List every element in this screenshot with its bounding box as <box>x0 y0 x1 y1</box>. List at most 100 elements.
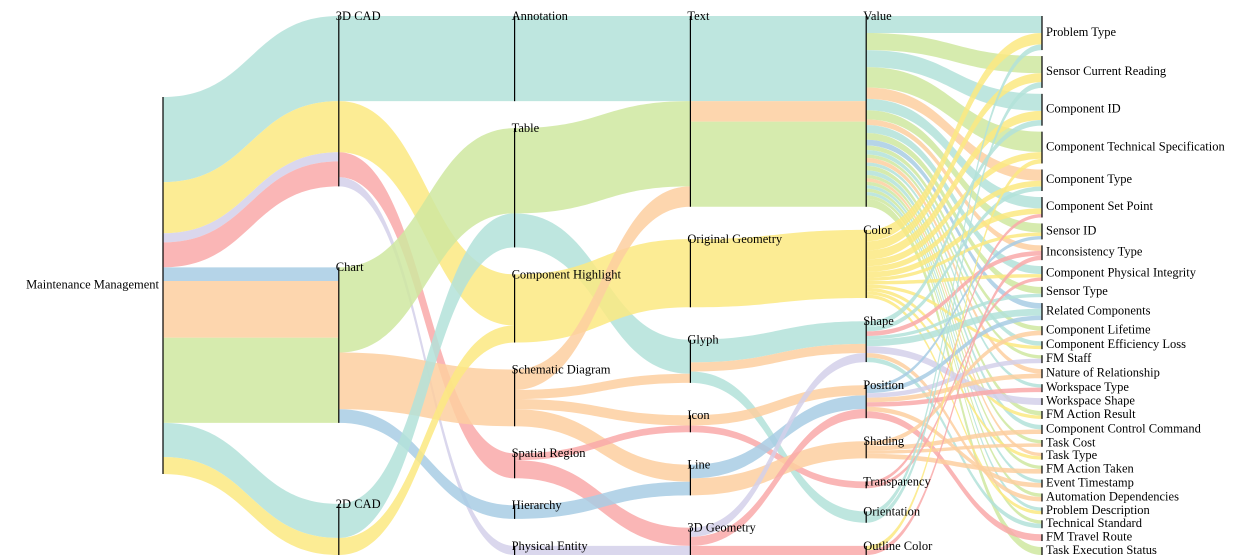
node-label: Sensor Current Reading <box>1046 64 1167 78</box>
node-label: Spatial Region <box>512 446 587 460</box>
node-label: Transparency <box>863 474 931 488</box>
node-label: Outline Color <box>863 539 933 553</box>
link <box>866 192 1042 511</box>
node-label: Inconsistency Type <box>1046 245 1143 259</box>
link <box>514 545 691 555</box>
link <box>163 101 339 234</box>
link <box>866 235 1042 389</box>
link <box>514 186 691 390</box>
link <box>690 101 867 122</box>
node-label: Component Efficiency Loss <box>1046 337 1186 351</box>
link <box>866 453 1042 474</box>
link <box>690 441 867 496</box>
link <box>338 325 515 555</box>
link <box>866 186 1042 332</box>
link <box>866 157 1042 374</box>
link <box>690 229 867 308</box>
link <box>163 267 339 281</box>
link <box>690 121 867 207</box>
node-label: Component Set Point <box>1046 199 1153 213</box>
node-label: 2D CAD <box>336 497 381 511</box>
node-label: FM Travel Route <box>1046 530 1133 544</box>
node-label: Component Control Command <box>1046 421 1202 435</box>
node-label: Task Cost <box>1046 435 1096 449</box>
node-label: Component Technical Specification <box>1046 139 1225 153</box>
node-label: FM Staff <box>1046 351 1092 365</box>
links <box>163 16 1042 555</box>
link <box>866 308 1042 347</box>
node-label: Physical Entity <box>512 539 589 553</box>
link <box>866 158 1042 551</box>
link <box>866 251 1042 336</box>
link <box>163 16 339 183</box>
link <box>866 152 1042 267</box>
link <box>866 330 1042 446</box>
link <box>866 185 1042 483</box>
node-label: Orientation <box>863 504 921 518</box>
link <box>690 395 867 479</box>
link <box>866 119 1042 327</box>
node-label: Sensor ID <box>1046 223 1096 237</box>
link <box>866 33 1042 242</box>
link <box>866 293 1042 340</box>
link <box>690 425 867 489</box>
link <box>866 98 1042 209</box>
link <box>163 161 339 268</box>
link <box>163 152 339 243</box>
node-label: Workspace Type <box>1046 380 1129 394</box>
node-label: Chart <box>336 260 364 274</box>
node-label: 3D CAD <box>336 9 381 23</box>
link <box>866 195 1042 524</box>
node-label: Icon <box>687 408 710 422</box>
link <box>866 165 1042 416</box>
link <box>690 352 867 537</box>
node-label: Event Timestamp <box>1046 475 1134 489</box>
node-label: Sensor Type <box>1046 284 1108 298</box>
link <box>866 255 1042 555</box>
node-label: Workspace Shape <box>1046 393 1135 407</box>
node-label: Line <box>687 458 710 472</box>
link <box>514 425 691 461</box>
link <box>163 337 339 423</box>
node-label: Component Lifetime <box>1046 323 1151 337</box>
node-label: Component ID <box>1046 102 1121 116</box>
node-label: FM Action Taken <box>1046 461 1135 475</box>
node-label: Automation Dependencies <box>1046 489 1179 503</box>
node-label: Position <box>863 378 905 392</box>
link <box>866 346 1042 405</box>
node-label: Value <box>863 9 892 23</box>
link <box>866 358 1042 398</box>
link <box>690 16 867 102</box>
link <box>866 411 1042 542</box>
link <box>866 188 1042 497</box>
node-label: Schematic Diagram <box>512 362 611 376</box>
link <box>514 481 691 519</box>
node-label: Related Components <box>1046 304 1151 318</box>
node-label: Annotation <box>512 9 569 23</box>
link <box>690 545 867 555</box>
link <box>514 399 691 426</box>
node-label: Shading <box>863 434 905 448</box>
link <box>866 110 1042 260</box>
link <box>690 409 867 546</box>
link <box>866 149 1042 346</box>
node-label: Nature of Relationship <box>1046 366 1160 380</box>
link <box>866 352 1042 502</box>
node-label: 3D Geometry <box>687 521 756 535</box>
link <box>866 16 1042 34</box>
link <box>866 214 1042 485</box>
link <box>338 213 515 538</box>
link <box>690 343 867 372</box>
link <box>163 456 339 555</box>
node-label: Color <box>863 223 892 237</box>
link <box>866 110 1042 233</box>
link <box>514 373 691 400</box>
node-label: Problem Description <box>1046 503 1151 517</box>
link <box>163 422 339 538</box>
node-label: Shape <box>863 314 894 328</box>
link <box>866 180 1042 272</box>
link <box>866 429 1042 451</box>
link <box>866 208 1042 278</box>
link <box>690 321 867 363</box>
